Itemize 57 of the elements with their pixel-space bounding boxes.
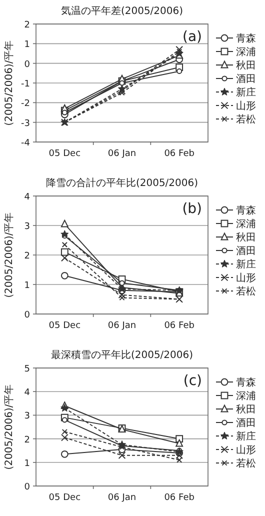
chart-title: 気温の平年差(2005/2006) (60, 5, 184, 17)
x-tick-label: 05 Dec (48, 321, 81, 331)
annotation: (b) (182, 201, 202, 217)
x-tick-label: 06 Jan (108, 493, 136, 503)
legend-label: 酒田 (236, 417, 256, 429)
y-tick-label: 3 (24, 222, 30, 232)
x-tick-label: 06 Feb (164, 493, 195, 503)
legend-label: 酒田 (236, 73, 256, 85)
x-tick-label: 06 Feb (164, 321, 195, 331)
y-tick-label: 2 (24, 20, 30, 30)
legend-label: 深浦 (236, 46, 256, 58)
chart-title: 降雪の合計の平年比(2005/2006) (46, 177, 198, 189)
y-tick-label: -1 (21, 80, 30, 90)
x-tick-label: 06 Jan (108, 321, 136, 331)
y-axis-title: (2005/2006)/平年 (3, 40, 15, 126)
annotation: (c) (183, 373, 202, 389)
y-tick-label: 2 (24, 435, 30, 446)
x-tick-label: 06 Jan (108, 149, 136, 159)
legend-label: 山形 (236, 444, 256, 456)
legend-label: 青森 (236, 204, 256, 216)
y-tick-label: -2 (21, 99, 30, 110)
y-tick-label: 0 (24, 310, 30, 320)
chart-title: 最深積雪の平年比(2005/2006) (50, 349, 194, 361)
legend-label: 深浦 (236, 218, 256, 230)
y-tick-label: 1 (24, 458, 30, 469)
x-tick-label: 05 Dec (48, 149, 81, 159)
legend-label: 秋田 (236, 404, 256, 416)
y-tick-label: -3 (21, 118, 30, 129)
annotation: (a) (182, 29, 202, 45)
y-tick-label: 1 (24, 281, 30, 291)
y-tick-label: 0 (24, 60, 30, 70)
y-tick-label: 1 (24, 40, 30, 50)
y-axis-title: (2005/2006)/平年 (3, 212, 15, 298)
legend-label: 新庄 (236, 430, 256, 442)
legend-label: 若松 (236, 286, 256, 298)
legend-label: 新庄 (236, 258, 256, 270)
legend-label: 酒田 (236, 245, 256, 257)
y-axis-title: (2005/2006)/平年 (3, 384, 15, 470)
legend-label: 青森 (236, 376, 256, 388)
legend-label: 深浦 (236, 390, 256, 402)
x-tick-label: 06 Feb (164, 149, 195, 159)
y-tick-label: 3 (24, 412, 30, 422)
legend-label: 山形 (236, 100, 256, 112)
legend-label: 新庄 (236, 86, 256, 98)
legend-label: 若松 (236, 114, 256, 126)
x-tick-label: 05 Dec (48, 493, 81, 503)
legend-label: 秋田 (236, 60, 256, 72)
y-tick-label: -4 (21, 138, 30, 148)
legend-label: 山形 (236, 272, 256, 284)
legend-label: 若松 (236, 458, 256, 470)
y-tick-label: 4 (24, 388, 30, 398)
y-tick-label: 2 (24, 252, 30, 262)
legend-label: 秋田 (236, 232, 256, 244)
legend-label: 青森 (236, 32, 256, 44)
y-tick-label: 5 (24, 364, 30, 374)
y-tick-label: 0 (24, 482, 30, 492)
y-tick-label: 4 (24, 192, 30, 202)
